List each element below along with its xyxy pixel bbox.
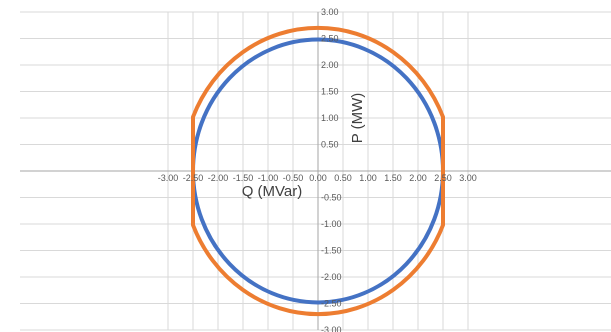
series-layer — [191, 25, 445, 317]
x-tick-label: 2.00 — [409, 173, 427, 183]
y-tick-label: 1.50 — [321, 87, 339, 97]
x-tick-label: 1.50 — [384, 173, 402, 183]
x-tick-label: -0.50 — [283, 173, 304, 183]
x-tick-label: -3.00 — [158, 173, 179, 183]
y-tick-label: -3.00 — [321, 325, 342, 332]
x-tick-label: 0.00 — [309, 173, 327, 183]
y-tick-label: -1.50 — [321, 246, 342, 256]
y-tick-label: 2.00 — [321, 60, 339, 70]
tick-labels: -3.00 -2.50 -2.00 -1.50 -1.00 -0.50 0.00 0.50 1.… — [158, 7, 477, 332]
x-tick-label: 1.00 — [359, 173, 377, 183]
y-tick-label: 3.00 — [321, 7, 339, 17]
y-tick-label: 2.50 — [321, 34, 339, 44]
x-tick-label: 2.50 — [434, 173, 452, 183]
y-axis-title: P (MW) — [349, 93, 366, 144]
axes — [20, 12, 611, 330]
x-tick-label: -2.00 — [208, 173, 229, 183]
series-line-orange-limit — [191, 25, 445, 317]
x-tick-label: 3.00 — [459, 173, 477, 183]
y-tick-label: -2.00 — [321, 272, 342, 282]
y-tick-label: 0.50 — [321, 140, 339, 150]
y-tick-label: -2.50 — [321, 299, 342, 309]
x-tick-label: 0.50 — [334, 173, 352, 183]
x-axis-title: Q (MVar) — [242, 183, 303, 200]
y-tick-label: -1.00 — [321, 219, 342, 229]
x-tick-label: -1.50 — [233, 173, 254, 183]
x-tick-label: -2.50 — [183, 173, 204, 183]
y-tick-label: -0.50 — [321, 193, 342, 203]
y-tick-label: 1.00 — [321, 113, 339, 123]
x-tick-label: -1.00 — [258, 173, 279, 183]
